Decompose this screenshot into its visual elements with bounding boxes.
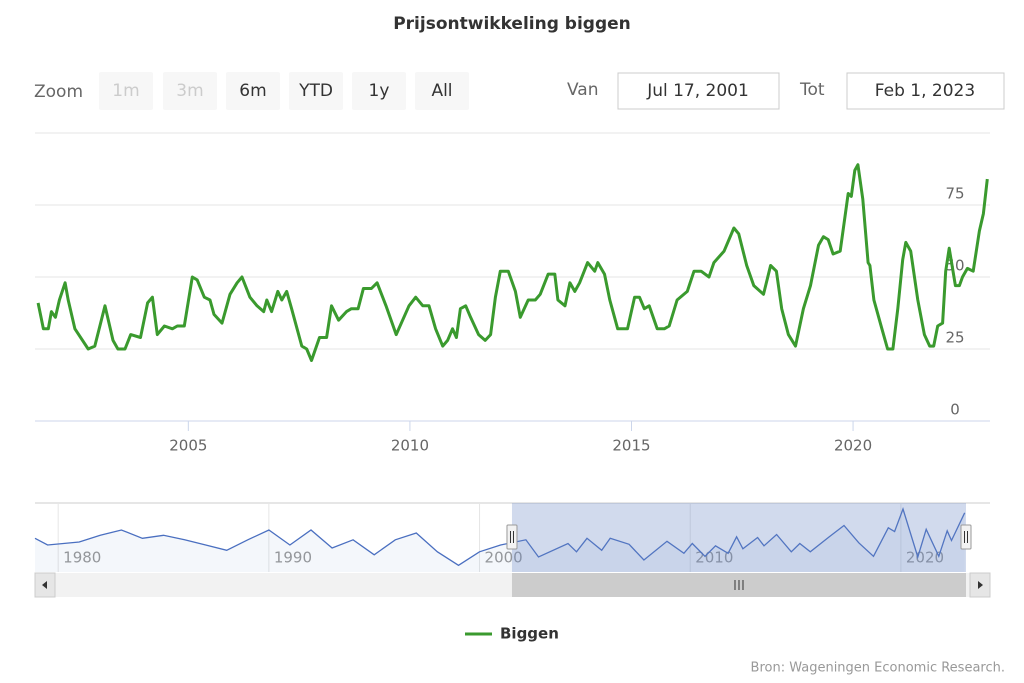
to-value[interactable]: Feb 1, 2023 [875,81,975,101]
navigator-handle-grip[interactable] [964,531,968,543]
y-tick-label: 0 [950,401,960,419]
to-input[interactable] [846,72,1005,110]
navigator-tick-label: 1990 [274,549,312,567]
navigator-tick-label: 2000 [485,549,523,567]
legend-label[interactable]: Biggen [500,625,559,643]
y-tick-label: 25 [945,329,964,347]
navigator-handle[interactable] [960,524,972,550]
navigator-line [34,506,966,567]
range-button-label[interactable]: 6m [239,81,266,101]
x-tick-label: 2020 [834,437,872,455]
range-button[interactable] [415,72,469,110]
range-button[interactable] [226,72,280,110]
navigator-handle[interactable] [506,524,518,550]
range-button[interactable] [289,72,343,110]
navigator-tick-label: 2010 [695,549,733,567]
scrollbar-right-arrow[interactable] [978,581,983,589]
navigator-handle-grip[interactable] [509,531,514,543]
range-button-label[interactable]: All [431,81,452,101]
chart-title: Prijsontwikkeling biggen [393,14,631,34]
navigator-selection[interactable] [511,503,966,572]
to-label: Tot [799,80,825,100]
scrollbar-left-arrow[interactable] [42,581,47,589]
scrollbar-grip[interactable] [734,580,744,590]
navigator-area [35,509,965,572]
navigator-tick-label: 1980 [63,549,101,567]
y-tick-label: 75 [945,185,964,203]
range-button[interactable] [99,72,153,110]
x-tick-label: 2010 [391,437,429,455]
from-value[interactable]: Jul 17, 2001 [646,81,749,101]
range-button-label[interactable]: 1m [112,81,139,101]
x-tick-label: 2005 [169,437,207,455]
range-button-label[interactable]: YTD [298,81,333,101]
range-button-label[interactable]: 1y [369,81,390,101]
navigator-tick-label: 2020 [906,549,944,567]
zoom-label: Zoom [34,82,83,102]
series-line [36,163,989,362]
from-label: Van [567,80,599,100]
from-input[interactable] [617,72,780,110]
credits: Bron: Wageningen Economic Research. [751,661,1005,676]
range-button[interactable] [352,72,406,110]
range-button[interactable] [163,72,217,110]
x-tick-label: 2015 [612,437,650,455]
range-button-label[interactable]: 3m [176,81,203,101]
